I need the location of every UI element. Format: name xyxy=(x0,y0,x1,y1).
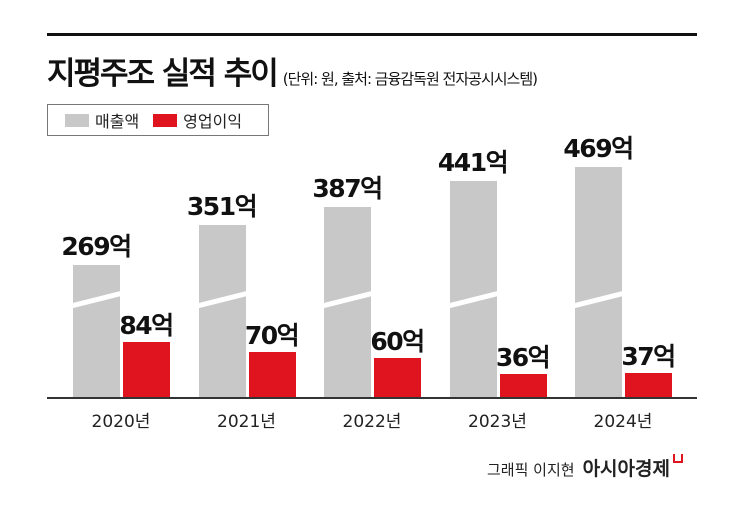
axis-break-mark xyxy=(320,290,376,309)
credit: 그래픽 이지현 아시아경제 xyxy=(487,454,683,481)
bar-revenue xyxy=(571,167,627,397)
bar-revenue xyxy=(320,207,376,397)
legend-item-profit: 영업이익 xyxy=(153,108,242,132)
bar-operating-profit xyxy=(374,358,421,397)
chart-title: 지평주조 실적 추이 (단위: 원, 출처: 금융감독원 전자공시시스템) xyxy=(47,48,538,93)
axis-break-mark xyxy=(571,290,627,309)
value-label-revenue: 269억 xyxy=(61,232,132,261)
credit-text: 그래픽 이지현 xyxy=(487,461,575,479)
axis-break-mark xyxy=(445,290,502,309)
value-label-revenue: 387억 xyxy=(312,174,383,204)
legend: 매출액 영업이익 xyxy=(47,104,269,136)
title-text: 지평주조 실적 추이 xyxy=(47,56,279,92)
legend-swatch-revenue xyxy=(65,113,89,127)
subtitle: (단위: 원, 출처: 금융감독원 전자공시시스템) xyxy=(282,70,538,88)
brand-mark-icon xyxy=(672,454,683,463)
brand-logo: 아시아경제 xyxy=(582,458,670,480)
x-tick-label: 2020년 xyxy=(91,412,151,432)
x-tick-label: 2022년 xyxy=(342,412,402,432)
bar-operating-profit xyxy=(625,372,672,397)
bar-operating-profit xyxy=(123,342,170,397)
axis-break-mark xyxy=(194,290,251,309)
value-label-profit: 37억 xyxy=(621,341,676,371)
x-tick-label: 2023년 xyxy=(468,412,527,432)
value-label-profit: 36억 xyxy=(495,342,551,372)
value-label-revenue: 469억 xyxy=(563,134,634,163)
value-label-revenue: 441억 xyxy=(437,147,509,177)
value-label-profit: 60억 xyxy=(370,327,425,356)
top-rule xyxy=(47,33,697,36)
x-axis xyxy=(47,397,697,399)
bar-revenue xyxy=(445,180,502,397)
x-tick-label: 2024년 xyxy=(593,412,653,432)
bar-operating-profit xyxy=(248,351,296,397)
value-label-profit: 70억 xyxy=(244,320,300,350)
legend-label: 영업이익 xyxy=(183,112,243,131)
value-label-revenue: 351억 xyxy=(186,191,258,221)
legend-item-revenue: 매출액 xyxy=(65,108,139,132)
x-tick-label: 2021년 xyxy=(217,412,276,432)
bar-revenue xyxy=(194,224,251,397)
value-label-profit: 84억 xyxy=(119,311,174,341)
legend-label: 매출액 xyxy=(95,112,140,131)
bar-operating-profit xyxy=(499,373,547,397)
legend-swatch-profit xyxy=(153,113,178,127)
bar-revenue xyxy=(69,265,125,397)
